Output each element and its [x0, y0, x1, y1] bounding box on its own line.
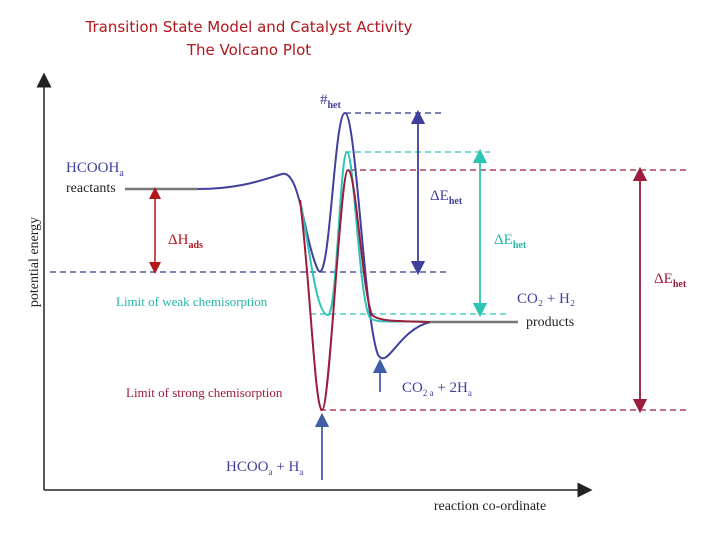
title-line-2: The Volcano Plot [186, 41, 312, 59]
co2a-2ha-label: CO2 a + 2Ha [402, 380, 472, 398]
de-het-red-label: ΔEhet [654, 271, 687, 290]
products-label: products [526, 315, 574, 330]
hcooh-label: HCOOHa [66, 160, 124, 179]
y-axis-label: potential energy [27, 217, 42, 307]
reactants-label: reactants [66, 181, 116, 196]
red-energy-curve [299, 168, 431, 412]
ts-het-label: #het [320, 92, 342, 111]
co2-h2-label: CO₂ + H₂ [517, 291, 575, 307]
blue-energy-curve [197, 111, 431, 360]
title-line-1: Transition State Model and Catalyst Acti… [85, 18, 413, 36]
weak-chemisorption-label: Limit of weak chemisorption [116, 294, 268, 309]
hcooa-ha-label: HCOOa + Ha [226, 459, 303, 477]
dh-ads-label: ΔHads [168, 232, 203, 251]
strong-chemisorption-label: Limit of strong chemisorption [126, 385, 283, 400]
de-het-cyan-label: ΔEhet [494, 232, 527, 251]
de-het-blue-label: ΔEhet [430, 188, 463, 207]
cyan-energy-curve [299, 150, 431, 323]
x-axis-label: reaction co-ordinate [434, 499, 546, 514]
